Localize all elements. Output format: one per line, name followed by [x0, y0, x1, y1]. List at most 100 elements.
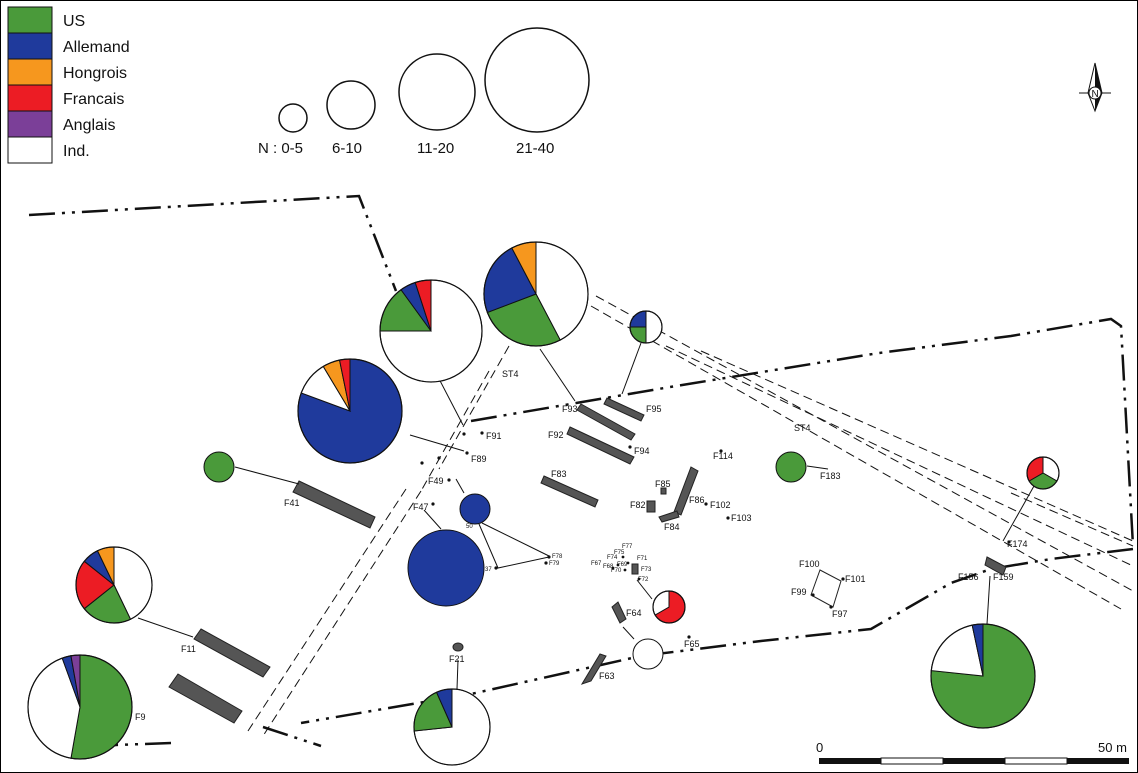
feature-F83: [540, 475, 599, 508]
pit-dot: [719, 449, 723, 453]
label-F73: F73: [641, 567, 652, 573]
pit-dot: [1007, 540, 1011, 544]
leader-arrow: [986, 575, 991, 625]
excavation-boundary-line: [470, 317, 1135, 547]
legend-label-hongrois: Hongrois: [63, 65, 127, 82]
label-F97: F97: [832, 609, 848, 619]
leader-arrow: [478, 523, 550, 569]
trench-line: [245, 488, 407, 735]
pie-outline: [75, 546, 153, 624]
pit-dot: [637, 577, 641, 581]
scale-end-label: 50 m: [1098, 740, 1127, 755]
pit-dot: [616, 563, 620, 567]
label-F156: F156: [958, 572, 979, 582]
pie-top-center: [483, 241, 589, 347]
label-F159: F159: [993, 572, 1014, 582]
size-class-circle-6-10: [326, 80, 376, 130]
label-ST4-right: ST4: [794, 423, 811, 433]
site-boundaries: [28, 194, 1135, 753]
pie-slice-us: [775, 451, 807, 483]
trench-line: [262, 490, 422, 737]
label-F183: F183: [820, 471, 841, 481]
label-F84: F84: [664, 522, 680, 532]
label-F93: F93: [562, 404, 578, 414]
pit-dot: [447, 478, 451, 482]
feature-F84: [673, 466, 699, 516]
pit-dot: [494, 566, 498, 570]
label-F82: F82: [630, 500, 646, 510]
trench-line: [420, 370, 490, 492]
legend-swatch-hongrois: [7, 58, 53, 86]
pit-dot: [704, 502, 708, 506]
pit-dot: [431, 502, 435, 506]
legend-label-allemand: Allemand: [63, 39, 130, 56]
size-class-label-21-40: 21-40: [516, 140, 554, 157]
pie-outline: [413, 688, 491, 766]
pie-small-right: [1026, 456, 1060, 490]
pie-left-blue: [297, 358, 403, 464]
label-F74: F74: [607, 555, 618, 561]
leader-arrow: [234, 466, 300, 485]
feature-F21: [452, 642, 464, 652]
label-F92: F92: [548, 430, 564, 440]
label-F9: F9: [135, 712, 146, 722]
pie-slice-allemand: [459, 493, 491, 525]
features: [168, 397, 1007, 724]
excavation-boundary-line: [28, 194, 398, 292]
size-class-circle-11-20: [398, 53, 476, 131]
label-F83: F83: [551, 469, 567, 479]
size-class-circle-0-5: [278, 103, 308, 133]
label-F75: F75: [614, 550, 625, 556]
pit-dot: [841, 577, 845, 581]
scale-start-label: 0: [816, 740, 823, 755]
pit-dot: [628, 445, 632, 449]
label-F64: F64: [626, 608, 642, 618]
north-label: N: [1092, 89, 1099, 100]
pit-dot: [544, 561, 548, 565]
pie-outline: [27, 654, 133, 760]
pie-bottom-right: [930, 623, 1036, 729]
feature-F9: [168, 673, 243, 724]
leader-arrow: [456, 659, 459, 690]
label-F101: F101: [845, 574, 866, 584]
label-F78: F78: [552, 554, 563, 560]
leader-arrow: [1002, 485, 1035, 542]
label-F65: F65: [684, 639, 700, 649]
scale-segment: [1067, 758, 1129, 764]
pie-outline: [930, 623, 1036, 729]
label-F72: F72: [638, 577, 649, 583]
feature-F84b: [658, 510, 680, 523]
pie-outline: [483, 241, 589, 347]
feature-F159: [984, 556, 1007, 576]
trench-line: [665, 345, 1134, 567]
feature-F64: [611, 601, 627, 624]
pit-dot: [811, 593, 815, 597]
pie-single-blue-small: [459, 493, 491, 525]
label-F99: F99: [791, 587, 807, 597]
label-F95: F95: [646, 404, 662, 414]
leader-arrow: [622, 626, 635, 640]
feature-F63: [580, 653, 607, 685]
feature-F11: [193, 628, 271, 678]
leader-arrow: [636, 579, 653, 600]
pie-outline: [629, 310, 663, 344]
label-ST4-left: ST4: [502, 369, 519, 379]
feature-F100: [810, 569, 842, 608]
pit-dot: [687, 635, 691, 639]
pit-dot: [611, 566, 615, 570]
label-F70: F70: [611, 568, 622, 574]
legend-swatch-ind: [7, 136, 53, 164]
label-F69: F69: [617, 562, 628, 568]
legend-label-anglais: Anglais: [63, 117, 115, 134]
trench-line: [438, 345, 510, 470]
size-class-label-11-20: 11-20: [417, 140, 454, 157]
legend-label-us: US: [63, 13, 85, 30]
pit-dot: [437, 456, 441, 460]
pit-dot: [420, 461, 424, 465]
leader-arrow: [621, 342, 642, 395]
pie-white-center: [632, 638, 664, 670]
pit-dot: [626, 561, 630, 565]
pie-red-center: [652, 590, 686, 624]
label-F77: F77: [622, 544, 633, 550]
label-F21: F21: [449, 654, 465, 664]
